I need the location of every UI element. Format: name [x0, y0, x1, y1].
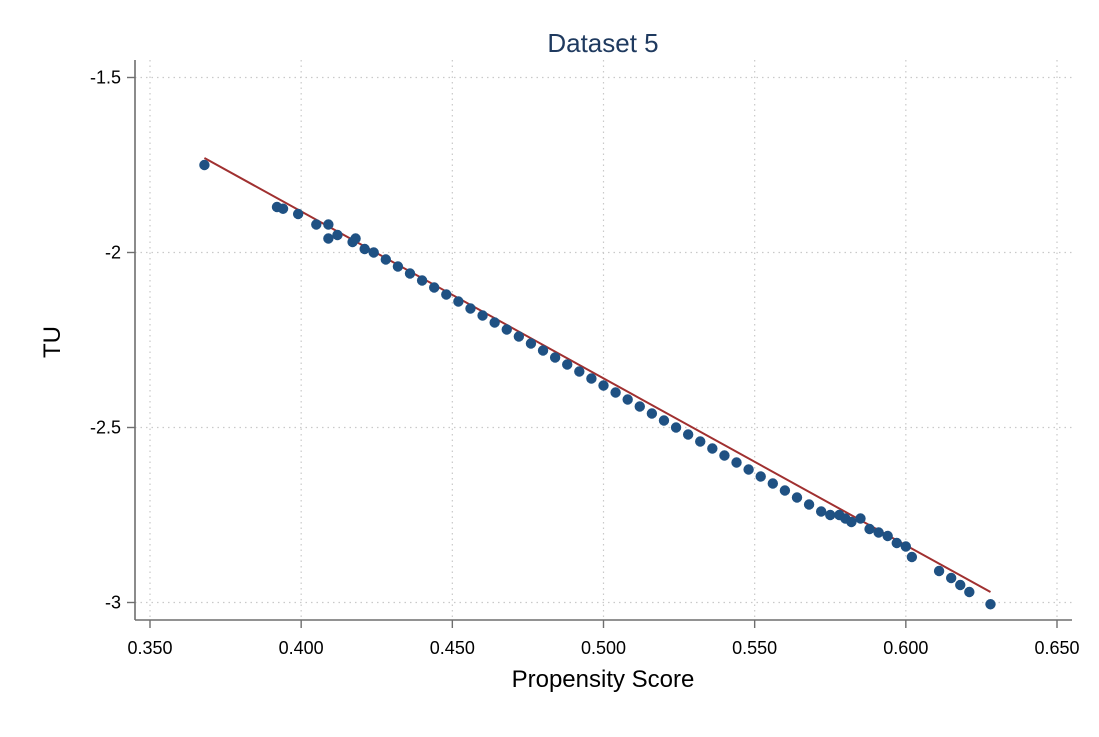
x-tick-label: 0.600 [883, 638, 928, 658]
data-point [731, 457, 742, 468]
data-point [933, 565, 945, 577]
data-point [825, 509, 836, 521]
chart-title: Dataset 5 [547, 28, 658, 58]
tick-labels: 0.350 0.400 0.450 0.500 0.550 0.600 0.650 -1.5 -… [90, 68, 1080, 659]
data-point [525, 338, 537, 349]
data-point [767, 478, 779, 489]
data-point [277, 203, 289, 214]
data-point [311, 219, 322, 230]
data-point [855, 513, 866, 524]
data-point [707, 443, 718, 454]
data-point [900, 541, 912, 552]
data-point [906, 551, 918, 563]
y-tick-label: -1.5 [90, 68, 121, 88]
data-point [199, 159, 210, 171]
data-point [779, 485, 791, 496]
data-point [323, 219, 334, 230]
data-point [549, 352, 561, 363]
data-point [477, 310, 488, 321]
data-point [622, 394, 633, 405]
data-point [803, 499, 815, 510]
data-point [682, 429, 694, 440]
data-point [658, 415, 670, 426]
data-point [332, 229, 343, 241]
grid-lines [135, 60, 1072, 620]
data-point [985, 599, 996, 610]
data-point [743, 464, 754, 475]
y-tick-label: -2 [105, 243, 121, 263]
data-point [598, 380, 609, 391]
data-point [646, 408, 658, 419]
x-tick-label: 0.500 [581, 638, 626, 658]
data-point [465, 303, 476, 314]
data-point [441, 289, 452, 300]
data-point [610, 387, 621, 398]
x-tick-label: 0.450 [430, 638, 475, 658]
data-point [428, 282, 440, 293]
x-tick-label: 0.650 [1034, 638, 1079, 658]
data-point [846, 516, 857, 528]
data-point [453, 296, 464, 307]
data-point [864, 523, 875, 535]
data-point [882, 530, 893, 542]
x-tick-label: 0.400 [279, 638, 324, 658]
data-point [350, 233, 361, 244]
x-tick-label: 0.550 [732, 638, 777, 658]
data-point [392, 261, 404, 272]
data-point [873, 527, 884, 538]
data-point [368, 247, 379, 258]
data-point [574, 366, 585, 377]
data-point [359, 243, 370, 255]
data-point [323, 233, 334, 244]
data-point [755, 471, 766, 482]
y-tick-label: -2.5 [90, 418, 121, 438]
data-point [964, 586, 975, 598]
data-point [791, 492, 803, 503]
data-points [199, 159, 996, 610]
data-point [416, 275, 428, 286]
data-point [634, 401, 645, 412]
x-tick-label: 0.350 [127, 638, 172, 658]
data-point [513, 331, 525, 342]
y-tick-label: -3 [105, 593, 121, 613]
data-point [586, 373, 597, 384]
data-point [292, 208, 304, 220]
data-point [489, 317, 500, 328]
data-point [380, 254, 392, 265]
y-axis-title: TU [39, 326, 66, 358]
data-point [670, 422, 682, 433]
data-point [501, 324, 512, 335]
data-point [719, 450, 730, 461]
data-point [537, 345, 549, 356]
data-point [562, 359, 573, 370]
data-point [695, 436, 706, 447]
data-point [815, 506, 827, 517]
data-point [891, 537, 902, 549]
data-point [945, 572, 957, 584]
axes [127, 60, 1072, 628]
data-point [404, 268, 416, 279]
x-axis-title: Propensity Score [512, 666, 695, 693]
data-point [955, 579, 966, 591]
